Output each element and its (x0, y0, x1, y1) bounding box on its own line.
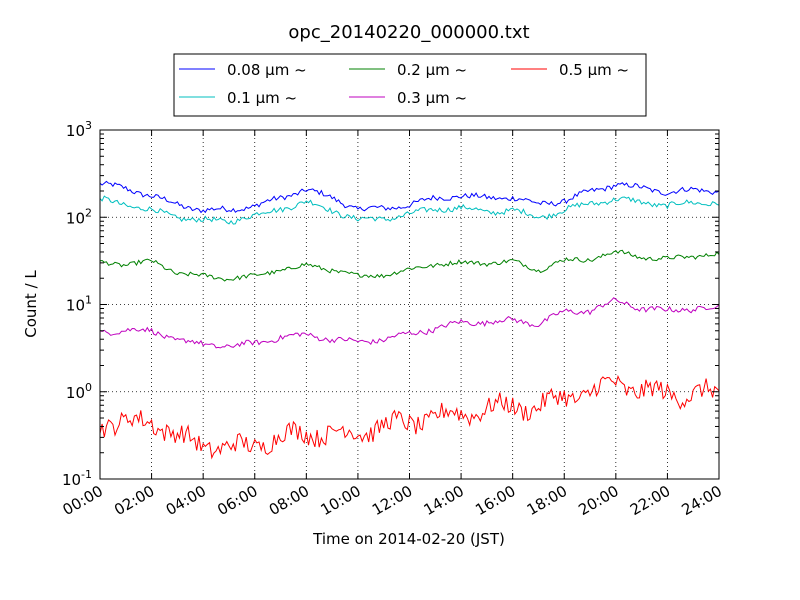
x-axis-label: Time on 2014-02-20 (JST) (312, 530, 505, 548)
y-tick-label: 100 (66, 381, 92, 402)
legend: 0.08 μm ~ 0.1 μm ~ 0.2 μm ~ 0.3 μm ~ 0.5 μm … (173, 53, 647, 117)
series-line-4 (99, 374, 720, 460)
x-tick-label: 06:00 (214, 482, 260, 519)
series-line-1 (99, 195, 720, 225)
x-tick-label: 16:00 (472, 482, 518, 519)
x-tick-label: 14:00 (421, 482, 467, 519)
legend-label-1: 0.1 μm ~ (227, 89, 297, 107)
legend-label-2: 0.2 μm ~ (397, 61, 467, 79)
legend-box (173, 53, 647, 117)
x-tick-label: 24:00 (679, 482, 725, 519)
legend-label-4: 0.5 μm ~ (559, 61, 629, 79)
legend-label-3: 0.3 μm ~ (397, 89, 467, 107)
y-tick-label: 10-1 (62, 468, 92, 489)
gridlines (100, 130, 719, 479)
x-tick-label: 18:00 (524, 482, 570, 519)
series-line-2 (99, 249, 720, 282)
legend-label-0: 0.08 μm ~ (227, 61, 307, 79)
x-tick-label: 20:00 (575, 482, 621, 519)
x-tick-label: 08:00 (266, 482, 312, 519)
ticks: 00:00 02:00 04:00 06:00 08:00 10:00 12:00 14:00… (60, 119, 725, 519)
chart-title: opc_20140220_000000.txt (288, 22, 529, 43)
series-line-3 (99, 297, 720, 349)
y-tick-label: 102 (66, 206, 92, 227)
y-axis-label: Count / L (22, 270, 40, 338)
series-line-0 (99, 180, 720, 214)
y-tick-label: 103 (66, 119, 92, 140)
series-layer (99, 180, 720, 460)
y-tick-label: 101 (66, 294, 92, 315)
x-tick-label: 04:00 (163, 482, 209, 519)
x-tick-label: 12:00 (369, 482, 415, 519)
x-tick-label: 22:00 (627, 482, 673, 519)
x-tick-label: 10:00 (317, 482, 363, 519)
x-tick-label: 02:00 (111, 482, 157, 519)
